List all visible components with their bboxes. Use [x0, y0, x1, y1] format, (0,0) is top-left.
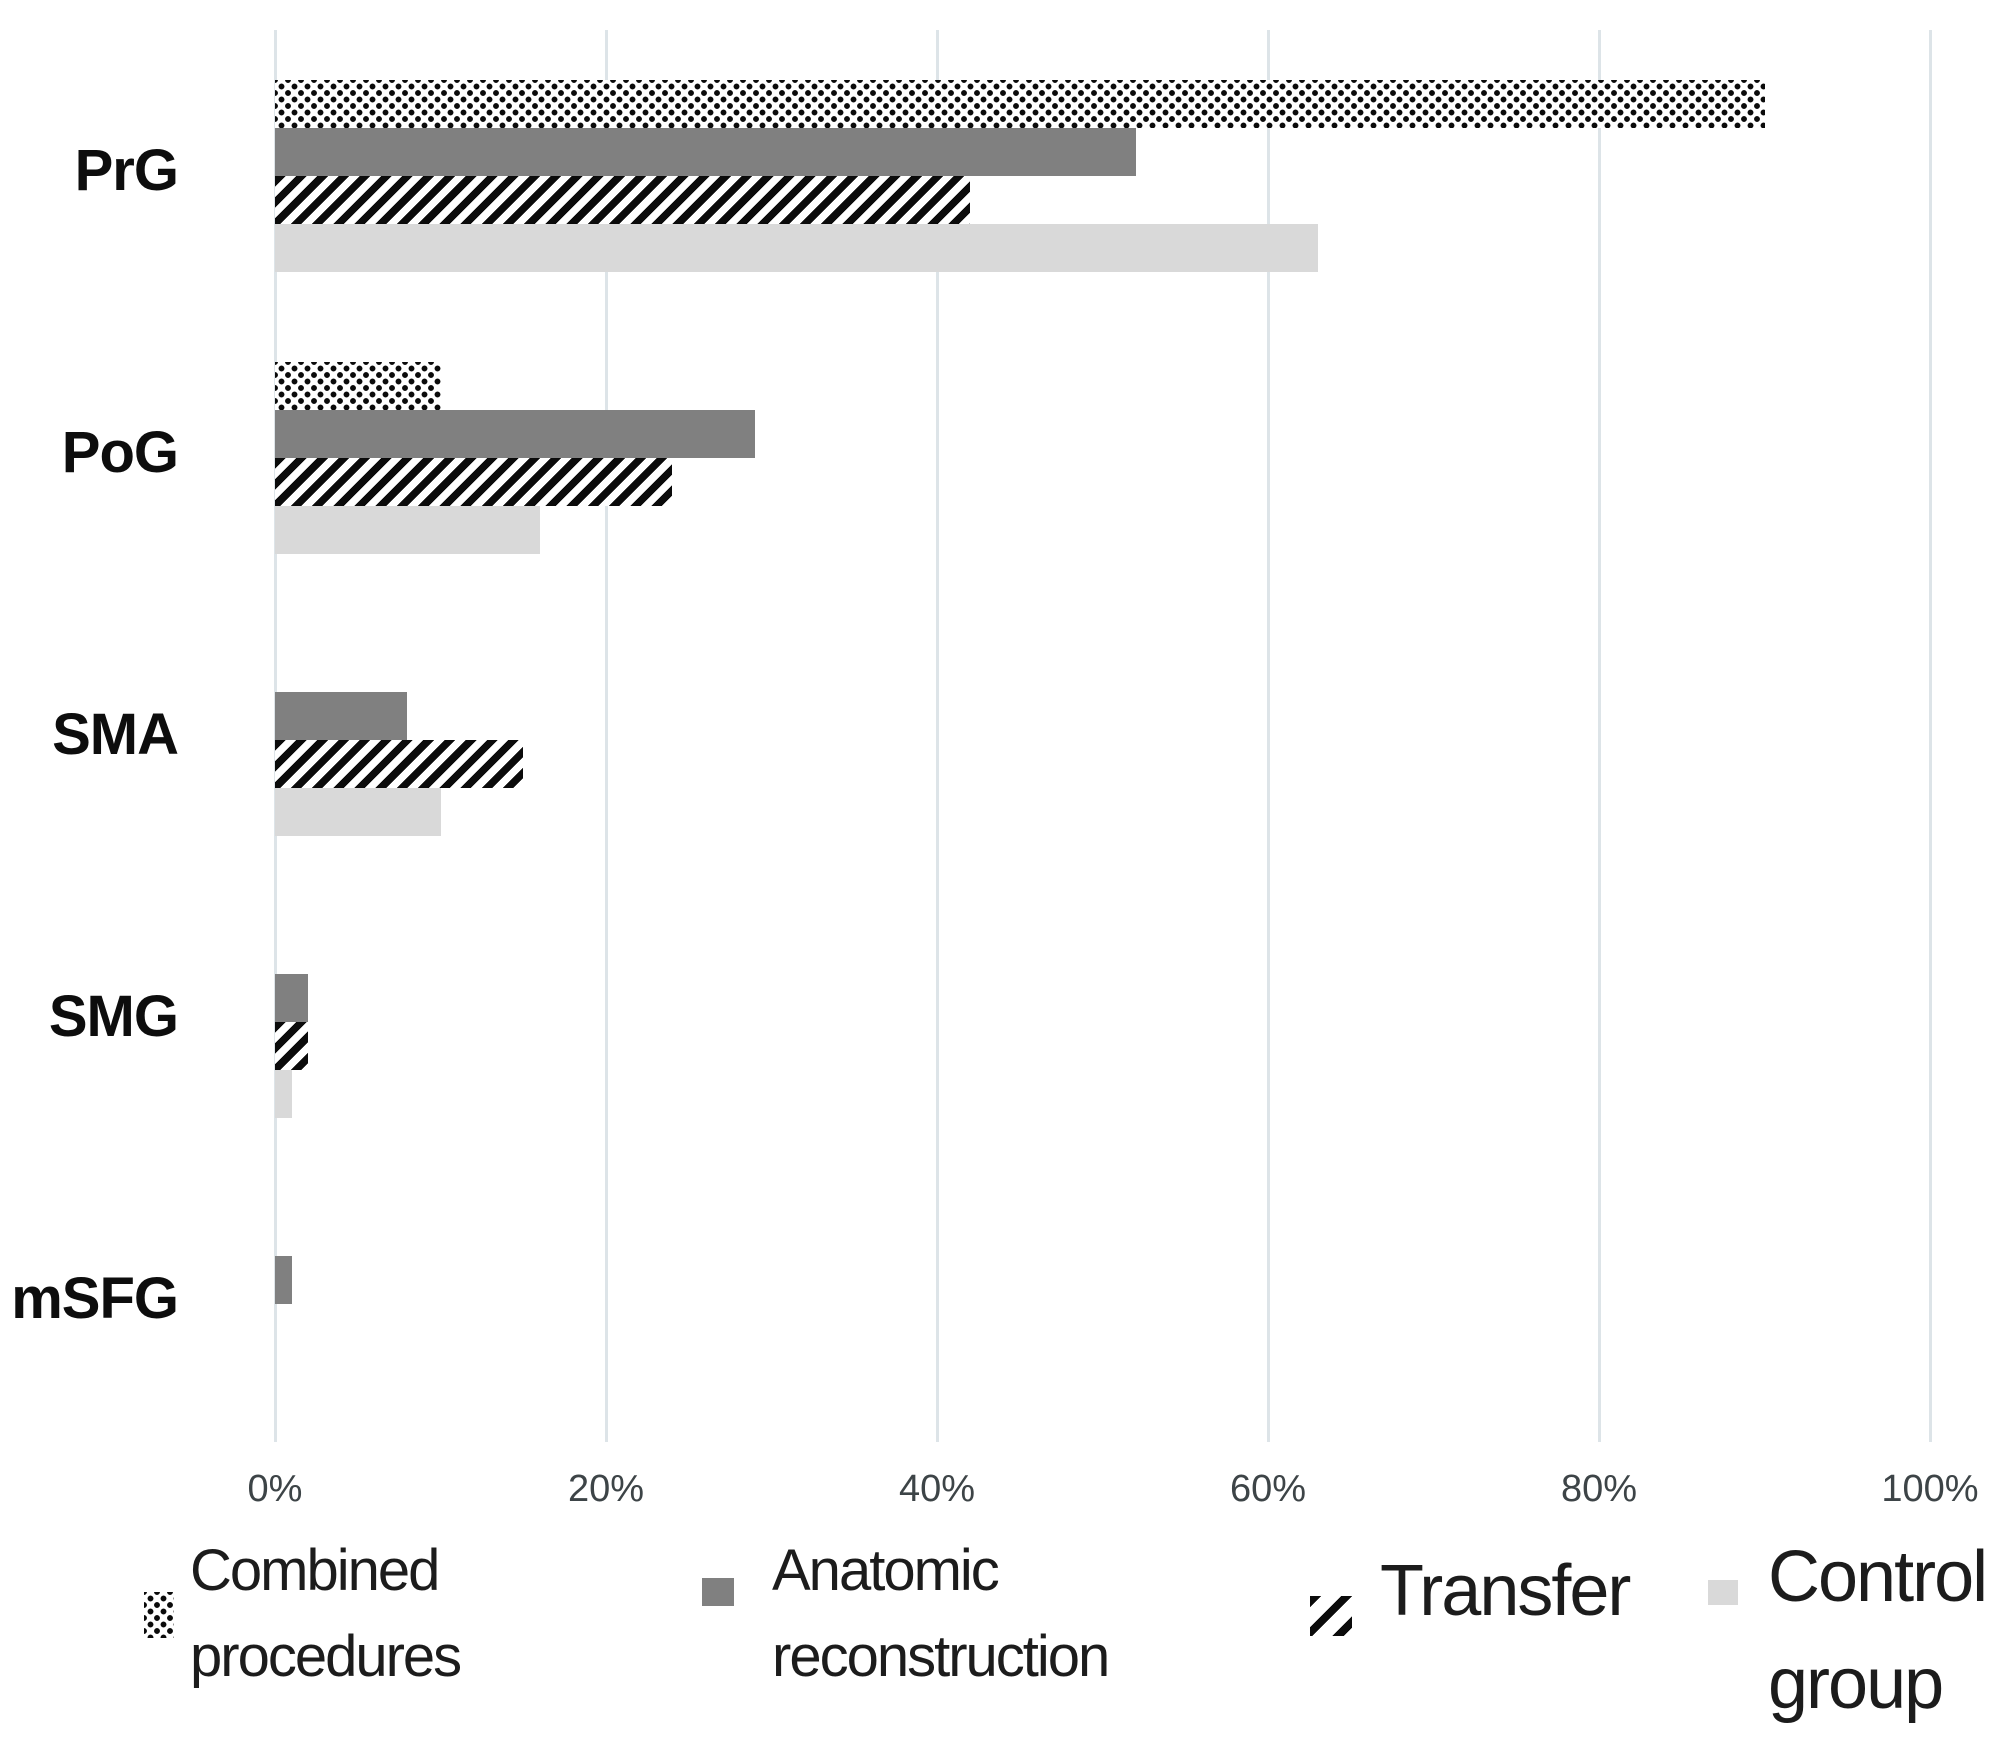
bar — [275, 458, 672, 506]
legend-label: Combined procedures — [190, 1538, 462, 1689]
bar — [275, 410, 755, 458]
gridline — [1267, 30, 1270, 1442]
gridline — [1929, 30, 1932, 1442]
legend-marker-striped — [1310, 1596, 1352, 1636]
gridline — [1598, 30, 1601, 1442]
legend-marker-light-square — [1708, 1580, 1738, 1605]
bar — [275, 1022, 308, 1070]
x-tick-label: 20% — [567, 1468, 645, 1510]
gridline — [936, 30, 939, 1442]
bar — [275, 224, 1318, 272]
x-tick-label: 40% — [898, 1468, 976, 1510]
category-label: SMG — [48, 984, 179, 1049]
bar — [275, 692, 407, 740]
bar — [275, 128, 1136, 176]
bar — [275, 974, 308, 1022]
bar — [275, 80, 1765, 128]
bar — [275, 1070, 292, 1118]
gridline — [605, 30, 608, 1442]
bar — [275, 1256, 292, 1304]
x-tick-label: 80% — [1560, 1468, 1638, 1510]
legend-label: Control group — [1768, 1537, 1988, 1724]
bar — [275, 176, 970, 224]
category-label: mSFG — [11, 1266, 179, 1331]
bar — [275, 788, 441, 836]
category-label: SMA — [52, 702, 179, 767]
bar — [275, 506, 540, 554]
legend-marker-dark-square — [702, 1578, 734, 1606]
bar — [275, 362, 441, 410]
bar — [275, 740, 523, 788]
x-tick-label: 100% — [1881, 1468, 1979, 1510]
category-label: PrG — [74, 138, 179, 203]
legend-label: Transfer — [1380, 1551, 1631, 1631]
legend-label: Anatomic reconstruction — [772, 1538, 1110, 1689]
x-tick-label: 60% — [1229, 1468, 1307, 1510]
x-tick-label: 0% — [247, 1468, 303, 1510]
legend-marker-dotted — [144, 1592, 174, 1638]
category-label: PoG — [61, 420, 179, 485]
